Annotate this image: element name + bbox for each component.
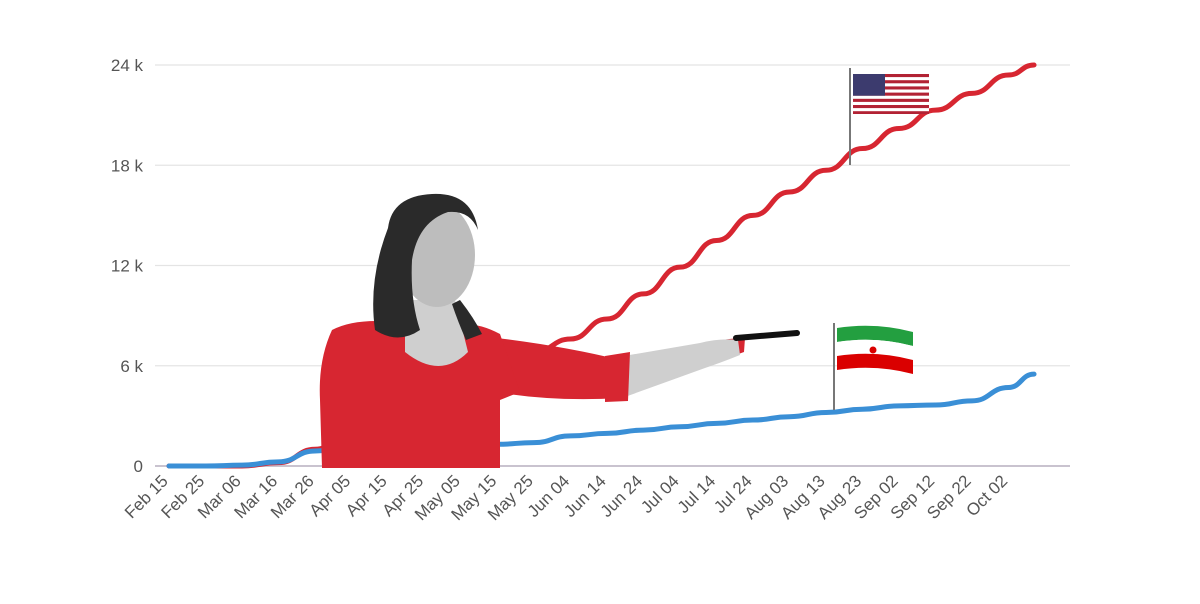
y-tick-label: 12 k: [111, 257, 144, 276]
us-flag-icon: [849, 68, 929, 165]
series-line-blue: [166, 371, 1037, 469]
iran-flag-icon: [833, 323, 913, 410]
x-tick-label: Jul 14: [674, 471, 720, 517]
presenter-photo: [319, 193, 800, 468]
y-tick-label: 6 k: [120, 357, 143, 376]
y-tick-label: 18 k: [111, 156, 144, 175]
y-axis-ticks: 0 6 k 12 k 18 k 24 k: [111, 56, 144, 476]
x-tick-label: Jun 24: [597, 471, 647, 521]
series-layer: [166, 62, 1037, 469]
grid-layer: [155, 64, 1070, 467]
y-tick-label: 24 k: [111, 56, 144, 75]
x-tick-label: Jul 04: [637, 471, 683, 517]
x-tick-label: Oct 02: [962, 471, 1011, 520]
y-tick-label: 0: [134, 457, 143, 476]
